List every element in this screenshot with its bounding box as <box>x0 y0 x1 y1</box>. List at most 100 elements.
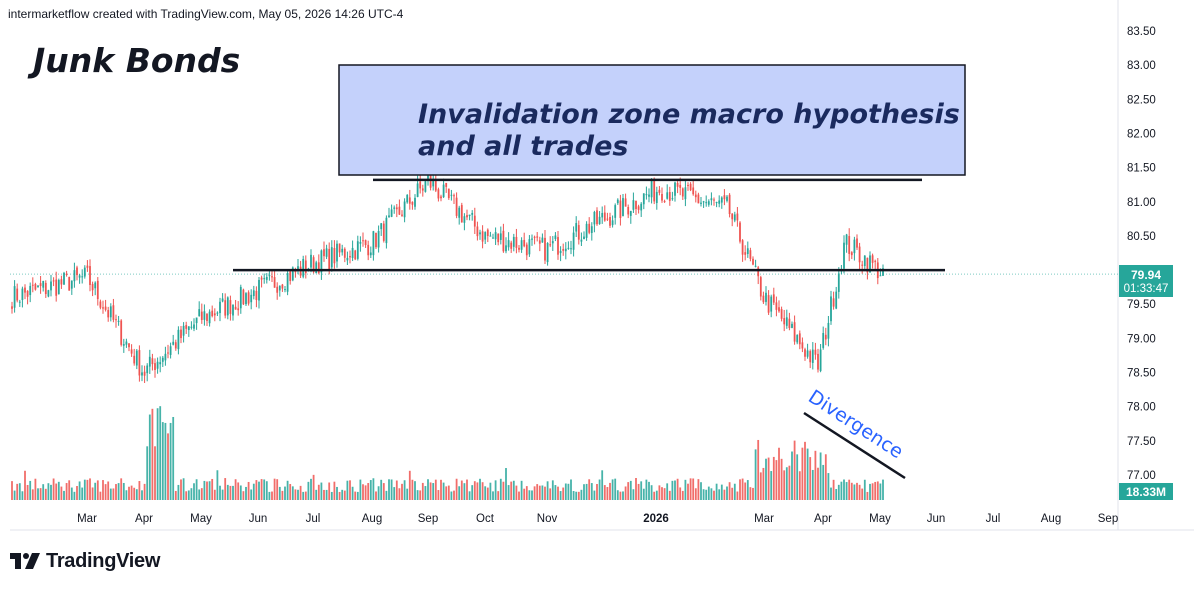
candle-body <box>200 311 203 320</box>
candle-body <box>723 195 726 200</box>
candle-body <box>845 234 848 245</box>
volume-bar <box>211 478 214 500</box>
volume-bar <box>843 479 845 500</box>
price-tick-label: 83.50 <box>1127 26 1156 38</box>
volume-bar <box>427 479 429 500</box>
candle-body <box>151 358 154 365</box>
time-tick-label: Mar <box>77 513 97 525</box>
candle-body <box>445 182 448 187</box>
candle-body <box>245 293 247 305</box>
tradingview-logo[interactable]: TradingView <box>10 549 160 573</box>
candle-body <box>229 300 232 314</box>
volume-bar <box>830 487 832 500</box>
candle-body <box>476 226 479 237</box>
volume-bar <box>642 488 645 500</box>
volume-bar <box>234 479 237 500</box>
candle-body <box>424 181 427 192</box>
divergence-trendline[interactable] <box>803 411 906 480</box>
volume-bar <box>731 487 734 500</box>
candle-body <box>650 180 653 198</box>
volume-bar <box>801 447 804 500</box>
candle-body <box>104 306 107 310</box>
time-tick-label: Nov <box>537 513 558 525</box>
candle-body <box>442 184 445 198</box>
time-tick-label: Jul <box>306 513 321 525</box>
candle-body <box>398 206 401 215</box>
candle-body <box>120 320 123 345</box>
volume-bar <box>653 491 656 500</box>
volume-bar <box>635 478 637 500</box>
candle-body <box>377 231 380 248</box>
candle-body <box>224 300 227 316</box>
volume-bar <box>544 486 546 500</box>
candle-body <box>793 322 796 342</box>
volume-bar <box>497 491 500 500</box>
volume-bar <box>401 483 403 500</box>
candle-body <box>341 248 344 253</box>
volume-bar <box>596 484 598 500</box>
candle-body <box>250 294 253 303</box>
candle-body <box>367 244 370 256</box>
volume-bar <box>200 488 203 500</box>
candle-body <box>736 213 739 221</box>
volume-bar <box>746 480 749 500</box>
candle-body <box>791 323 793 328</box>
candle-body <box>541 237 544 243</box>
volume-bar <box>692 478 695 500</box>
volume-bar <box>367 483 370 500</box>
volume-bar <box>341 489 344 500</box>
candle-body <box>635 200 637 210</box>
candle-body <box>679 184 682 188</box>
candle-body <box>775 302 778 310</box>
volume-bars <box>11 406 884 500</box>
candle-body <box>34 284 37 290</box>
candle-body <box>81 276 84 278</box>
candle-body <box>182 325 185 336</box>
candle-body <box>486 229 489 237</box>
volume-bar <box>37 488 39 500</box>
candle-body <box>70 280 73 289</box>
candle-body <box>375 232 377 248</box>
volume-bar <box>806 448 809 500</box>
volume-bar <box>879 483 882 500</box>
volume-bar <box>793 440 796 500</box>
candle-body <box>765 292 767 302</box>
volume-bar <box>291 486 294 500</box>
candle-body <box>588 223 591 233</box>
candle-body <box>128 343 130 348</box>
volume-bar <box>819 452 822 500</box>
candle-body <box>863 255 866 267</box>
candle-body <box>16 288 19 301</box>
volume-bar <box>494 480 497 500</box>
volume-bar <box>325 489 328 500</box>
volume-bar <box>489 482 492 500</box>
candle-body <box>364 240 367 246</box>
time-axis[interactable]: Mar Apr May Jun Jul Aug Sep Oct Nov 2026 Mar Apr May… <box>77 513 1118 525</box>
candle-body <box>44 282 47 295</box>
candle-body <box>624 198 627 207</box>
volume-bar <box>557 486 559 500</box>
volume-bar <box>349 480 351 500</box>
zone-label-line1: Invalidation zone macro hypothesis <box>418 99 960 130</box>
candle-body <box>525 244 528 256</box>
candle-body <box>536 236 539 238</box>
candle-body <box>55 279 58 296</box>
volume-bar <box>814 450 817 500</box>
price-axis[interactable]: 83.5083.0082.5082.0081.5081.0080.5080.00… <box>1127 26 1156 482</box>
candle-body <box>268 275 271 277</box>
candle-body <box>850 252 853 256</box>
invalidation-zone-box[interactable] <box>338 64 966 176</box>
candle-body <box>195 317 198 324</box>
candle-body <box>694 194 697 198</box>
time-tick-label: Oct <box>476 513 495 525</box>
volume-bar <box>304 491 307 500</box>
volume-bar <box>21 491 24 500</box>
candle-body <box>648 194 650 197</box>
candle-body <box>154 363 156 370</box>
volume-bar <box>276 479 279 500</box>
candle-body <box>741 240 744 255</box>
volume-bar <box>733 483 736 500</box>
candle-body <box>242 289 245 305</box>
volume-bar <box>60 486 63 500</box>
